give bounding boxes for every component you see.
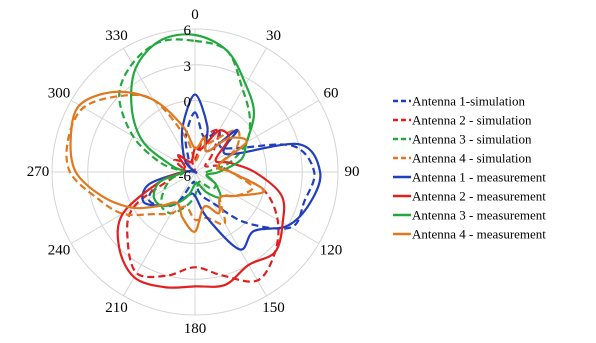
angle-tick-label: 120 [320, 243, 343, 259]
series-lines [65, 33, 322, 289]
angle-tick-label: 30 [266, 28, 281, 44]
angle-tick-label: 270 [27, 164, 50, 180]
angle-tick-label: 300 [48, 86, 71, 102]
angle-tick-label: 150 [262, 300, 285, 316]
radial-tick-label: 6 [184, 23, 192, 39]
series-line [116, 129, 286, 289]
legend-label: Antenna 2 - simulation [412, 113, 532, 128]
legend-label: Antenna 1 - measurement [412, 170, 546, 185]
legend-label: Antenna 2 - measurement [412, 189, 546, 204]
legend-label: Antenna 4 - simulation [412, 151, 532, 166]
series-line [65, 93, 254, 226]
series-line [130, 33, 256, 208]
angle-tick-label: 240 [48, 243, 71, 259]
radial-tick-labels: -6 0 3 6 [179, 23, 192, 185]
angle-tick-label: 60 [323, 86, 338, 102]
series-line [126, 128, 280, 283]
radial-tick-label: -6 [179, 169, 192, 185]
angle-tick-label: 210 [105, 300, 128, 316]
legend-label: Antenna 3 - simulation [412, 132, 532, 147]
angle-tick-label: 330 [105, 28, 128, 44]
legend-label: Antenna 1-simulation [412, 94, 526, 109]
legend-label: Antenna 4 - measurement [412, 227, 546, 242]
legend: Antenna 1-simulation Antenna 2 - simulati… [393, 94, 546, 242]
angle-tick-label: 180 [184, 321, 207, 337]
radial-tick-label: 3 [184, 59, 192, 75]
grid-spoke [123, 171, 196, 297]
series-line [69, 90, 266, 233]
legend-label: Antenna 3 - measurement [412, 208, 546, 223]
series-line [141, 93, 322, 251]
angle-tick-label: 90 [345, 164, 360, 180]
angle-tick-label: 0 [191, 7, 199, 23]
radial-tick-label: 0 [184, 95, 192, 111]
